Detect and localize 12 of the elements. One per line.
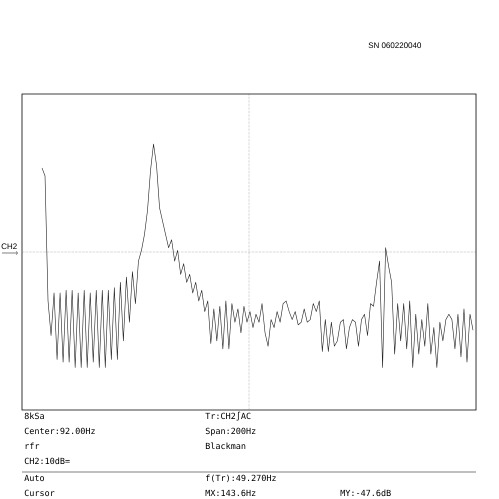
text: Blackman xyxy=(206,442,246,450)
text: 8kSa xyxy=(24,412,44,420)
text: Tr:CH2∫AC xyxy=(205,412,250,421)
text: MX:143.6Hz xyxy=(206,490,256,496)
text: Span:200Hz xyxy=(206,428,256,436)
text: Cursor xyxy=(24,490,54,496)
text: rfr xyxy=(26,442,40,449)
text: Center:92.00Hz xyxy=(24,428,95,434)
text: MY:-47.6dB xyxy=(340,490,391,496)
text: CH2:10dB= xyxy=(24,458,70,464)
text: Auto xyxy=(24,474,44,482)
text: f(Tr):49.270Hz xyxy=(206,474,276,482)
